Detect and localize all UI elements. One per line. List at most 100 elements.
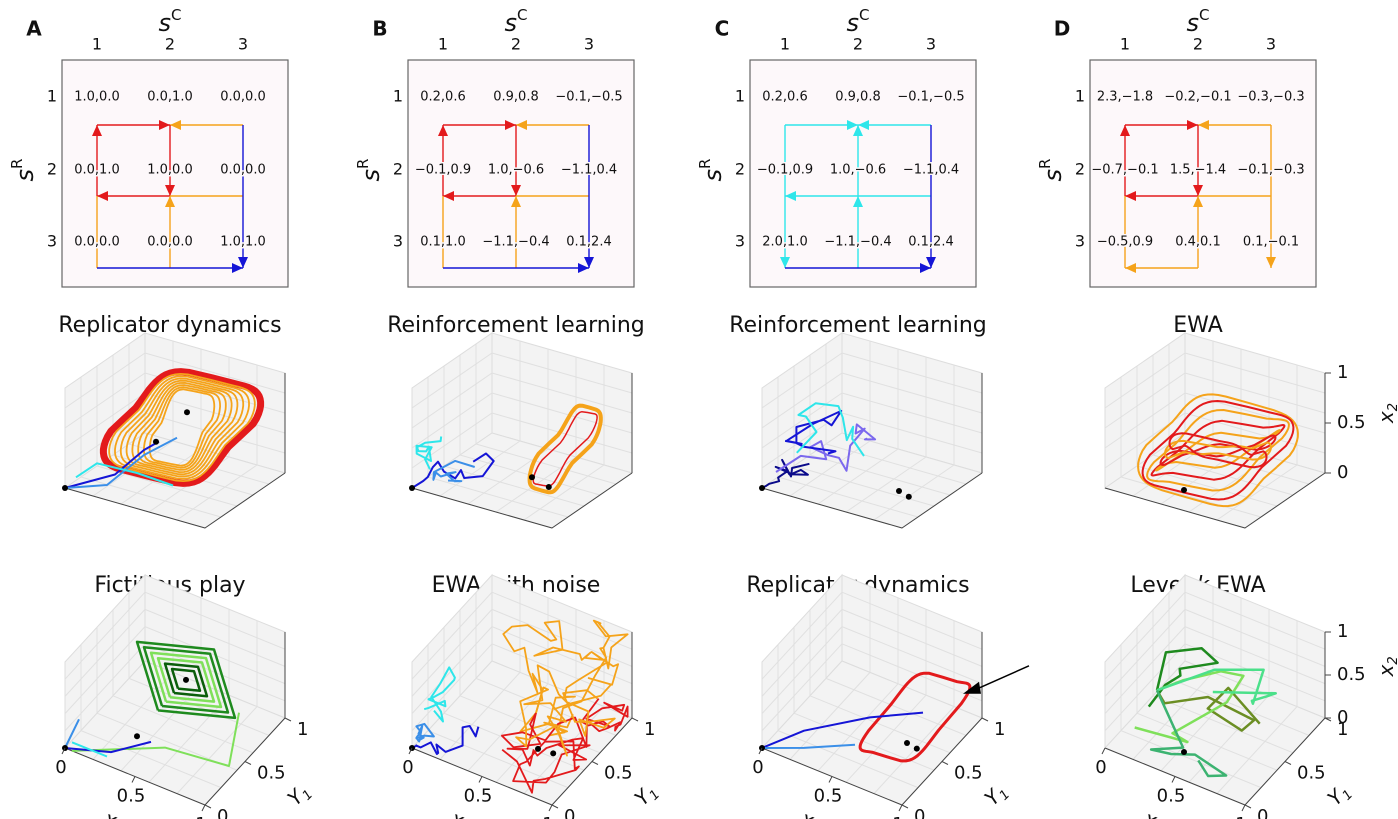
pane-grid [1132,672,1214,760]
axis-label: x1 [99,805,129,819]
symbol-base: s [159,9,172,37]
pane-grid [777,476,919,518]
payoff-cell: −0.1,0.9 [757,163,813,178]
arrow-head [780,257,790,268]
payoff-cell: −1.1,0.4 [561,163,617,178]
pane-grid [1104,626,1186,714]
trajectory [108,373,256,482]
payoff-cell: 0.0,1.0 [74,163,119,178]
pane-grid [1184,392,1326,434]
symbol-base: s [699,169,727,182]
row-label: 2 [735,160,745,179]
x-tick-label: 1 [195,814,206,819]
payoff-matrix [1089,59,1317,288]
arrow-head [578,263,589,273]
y-tick [1244,804,1252,809]
pane-grid [1104,352,1186,409]
y-tick-label: 0 [1257,806,1268,819]
axis-label: x1 [1139,805,1169,819]
column-label: 1 [1120,35,1130,54]
pane-grid [1104,591,1186,680]
payoff-cell: 2.0,1.0 [762,235,807,250]
arrow-head [1193,185,1203,196]
trajectory [64,440,160,489]
axis-label-sub: 2 [1386,656,1398,664]
symbol-base: s [505,9,518,37]
payoff-cell: −1.1,−0.4 [824,235,891,250]
pane-grid [467,683,549,772]
pane-grid [1104,392,1186,449]
axis-label-base: x [1374,411,1398,424]
column-label: 2 [853,35,863,54]
pane-grid [1184,372,1326,414]
axis-label: Y1 [979,778,1013,812]
symbol-sup: C [859,6,869,24]
arrow-head [511,185,521,196]
trajectory [527,403,603,495]
trajectory [119,377,245,478]
arrow-head [785,191,796,201]
payoff-cell: 0.0,0.0 [74,235,119,250]
symbol-base: s [357,169,385,182]
arrow-head [1187,120,1198,130]
y-tick-label: 0 [914,806,925,819]
arrow-head [1198,120,1209,130]
pane-grid [761,372,843,429]
pane-grid [176,464,258,521]
pane-grid [491,392,633,434]
z-tick-label: 1 [1337,362,1348,383]
pane-grid [64,372,146,429]
x-tick [131,776,136,783]
pane-grid [112,695,254,754]
column-label: 1 [92,35,102,54]
payoff-cell: 0.0,0.0 [220,163,265,178]
pane-grid [148,694,230,783]
pane-grid [761,591,843,680]
trajectory [501,698,629,749]
pane-grid [491,352,633,394]
symbol-sup: R [1036,159,1054,169]
y-tick [551,804,559,809]
pane-grid [411,609,493,697]
pointer-head [963,681,981,694]
axis-label-base: x [447,805,468,819]
pane-grid [491,412,633,454]
payoff-cell: 0.2,0.6 [420,90,465,105]
row-label: 3 [393,232,403,251]
x-tick-label: 0.5 [464,786,493,807]
x-tick-label: 1 [542,814,553,819]
pane-grid [144,352,286,394]
arrow-head [920,263,931,273]
axis-label-sub: 2 [1386,403,1398,411]
pane-grid [841,626,983,685]
payoff-cell: −0.1,−0.5 [897,90,964,105]
arrow-head [92,125,102,136]
x-tick-label: 0 [402,757,413,778]
payoff-cell: −0.7,−0.1 [1091,163,1158,178]
pane-grid [1120,476,1262,518]
axis-symbol: sC [847,6,870,38]
payoff-cell: 1.0,−0.6 [488,163,544,178]
pane-grid [64,352,146,409]
column-label: 3 [238,35,248,54]
pane-grid [144,412,286,454]
axis-line [1104,472,1326,529]
axis-symbol: sR [8,159,40,182]
fixed-point [409,485,415,491]
fixed-point [153,438,159,445]
axis-line [64,472,286,529]
x-tick [758,747,763,755]
y-tick [1284,761,1292,765]
y-tick-label: 1 [1337,719,1348,740]
x-tick-label: 0 [752,757,763,778]
x-tick [1171,776,1176,783]
trajectory [1141,400,1295,501]
axis-label-base: x [1140,805,1161,819]
symbol-base: s [1039,169,1067,182]
trajectory [1156,668,1277,705]
payoff-cell: 1.0,−0.6 [830,163,886,178]
trajectory [775,423,877,473]
trajectory [1147,647,1219,708]
trajectory [761,458,810,489]
payoff-cell: −0.3,−0.3 [1237,90,1304,105]
